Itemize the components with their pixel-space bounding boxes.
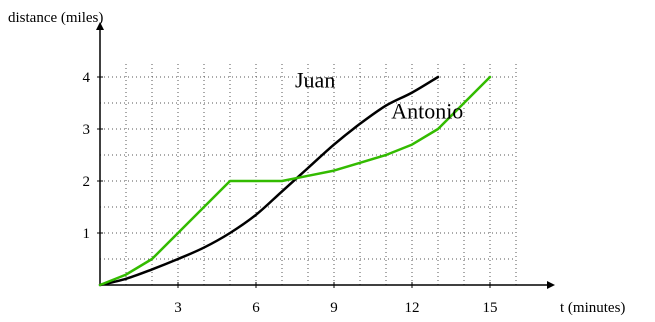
y-axis-arrow xyxy=(96,22,104,30)
series-line-antonio xyxy=(98,75,492,287)
y-tick-label: 2 xyxy=(83,174,91,190)
series-lines xyxy=(98,75,492,287)
y-tick-label: 4 xyxy=(83,70,91,86)
series-label-juan: Juan xyxy=(295,67,335,92)
x-tick-label: 9 xyxy=(330,300,338,316)
grid xyxy=(100,64,517,285)
x-tick-label: 15 xyxy=(483,300,498,316)
y-axis-title: distance (miles) xyxy=(8,10,103,26)
series-annotations: Juan Antonio xyxy=(295,67,463,123)
series-line-juan xyxy=(98,75,440,287)
x-axis-arrow xyxy=(547,281,555,289)
y-tick-label: 1 xyxy=(83,226,91,242)
series-label-antonio: Antonio xyxy=(391,99,463,124)
y-tick-label: 3 xyxy=(83,122,91,138)
axes xyxy=(96,22,555,289)
x-tick-label: 6 xyxy=(252,300,260,316)
x-tick-label: 12 xyxy=(405,300,420,316)
x-axis-title: t (minutes) xyxy=(560,300,625,316)
x-tick-label: 3 xyxy=(174,300,182,316)
